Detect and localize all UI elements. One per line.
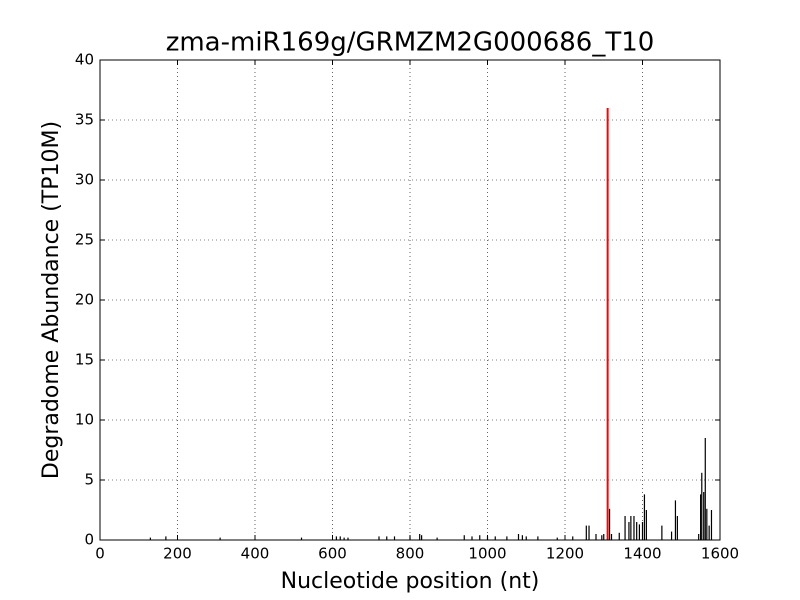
x-axis-label: Nucleotide position (nt) (281, 569, 540, 594)
y-tick-label: 30 (75, 171, 94, 189)
y-tick-label: 25 (75, 231, 94, 249)
y-tick-label: 0 (84, 531, 94, 549)
y-tick-label: 10 (75, 411, 94, 429)
y-tick-label: 20 (75, 291, 94, 309)
x-tick-label: 200 (163, 545, 192, 563)
y-tick-label: 40 (75, 51, 94, 69)
x-tick-label: 400 (241, 545, 270, 563)
x-tick-label: 1600 (701, 545, 739, 563)
y-tick-label: 5 (84, 471, 94, 489)
plot-frame (99, 59, 721, 541)
x-tick-label: 800 (396, 545, 425, 563)
x-tick-label: 1400 (623, 545, 661, 563)
chart-title: zma-miR169g/GRMZM2G000686_T10 (166, 28, 655, 58)
y-tick-label: 15 (75, 351, 94, 369)
y-axis-label: Degradome Abundance (TP10M) (39, 121, 64, 479)
x-tick-label: 600 (318, 545, 347, 563)
y-tick-label: 35 (75, 111, 94, 129)
x-tick-label: 0 (95, 545, 105, 563)
x-tick-label: 1200 (546, 545, 584, 563)
x-tick-label: 1000 (468, 545, 506, 563)
